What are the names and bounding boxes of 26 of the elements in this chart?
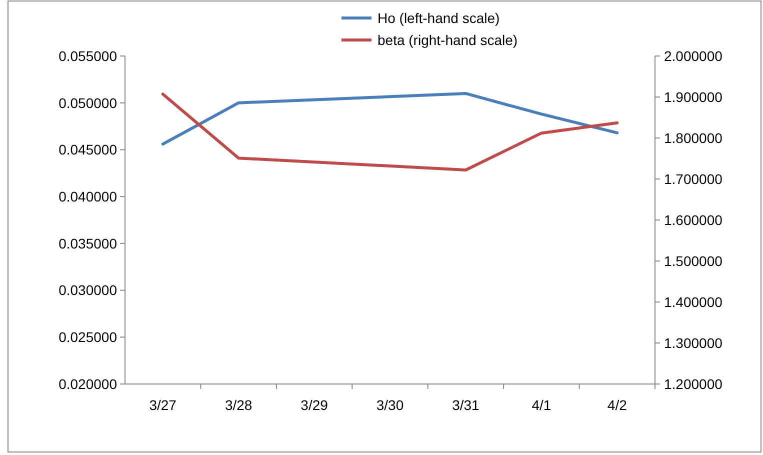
y2-tick-label: 2.000000 xyxy=(664,48,723,64)
y2-tick-label: 1.400000 xyxy=(664,294,723,310)
x-tick-label: 3/31 xyxy=(452,397,480,413)
y2-tick-label: 1.600000 xyxy=(664,212,723,228)
y2-tick-label: 1.500000 xyxy=(664,252,723,269)
x-tick-label: 3/29 xyxy=(300,397,328,413)
y2-tick-label: 1.800000 xyxy=(664,130,723,146)
x-tick-label: 3/30 xyxy=(376,397,404,413)
x-tick-label: 4/2 xyxy=(607,397,628,413)
y-tick-label: 0.045000 xyxy=(58,142,118,158)
y-tick-label: 0.040000 xyxy=(58,188,118,204)
x-tick-label: 3/27 xyxy=(149,397,177,413)
y-tick-label: 0.025000 xyxy=(58,329,118,346)
x-tick-label: 4/1 xyxy=(532,397,552,413)
y-tick-label: 0.055000 xyxy=(58,48,118,64)
x-tick-label: 3/28 xyxy=(224,397,252,413)
y2-tick-label: 1.200000 xyxy=(664,376,723,392)
y-tick-label: 0.020000 xyxy=(58,376,118,392)
legend-label: beta (right-hand scale) xyxy=(378,32,518,48)
y2-tick-label: 1.900000 xyxy=(664,88,723,105)
y-tick-label: 0.035000 xyxy=(58,235,118,252)
y2-tick-label: 1.700000 xyxy=(664,170,723,187)
legend-label: Ho (left-hand scale) xyxy=(378,10,500,26)
y2-tick-label: 1.300000 xyxy=(664,334,723,351)
y-tick-label: 0.050000 xyxy=(58,94,118,111)
y-tick-label: 0.030000 xyxy=(58,282,118,298)
